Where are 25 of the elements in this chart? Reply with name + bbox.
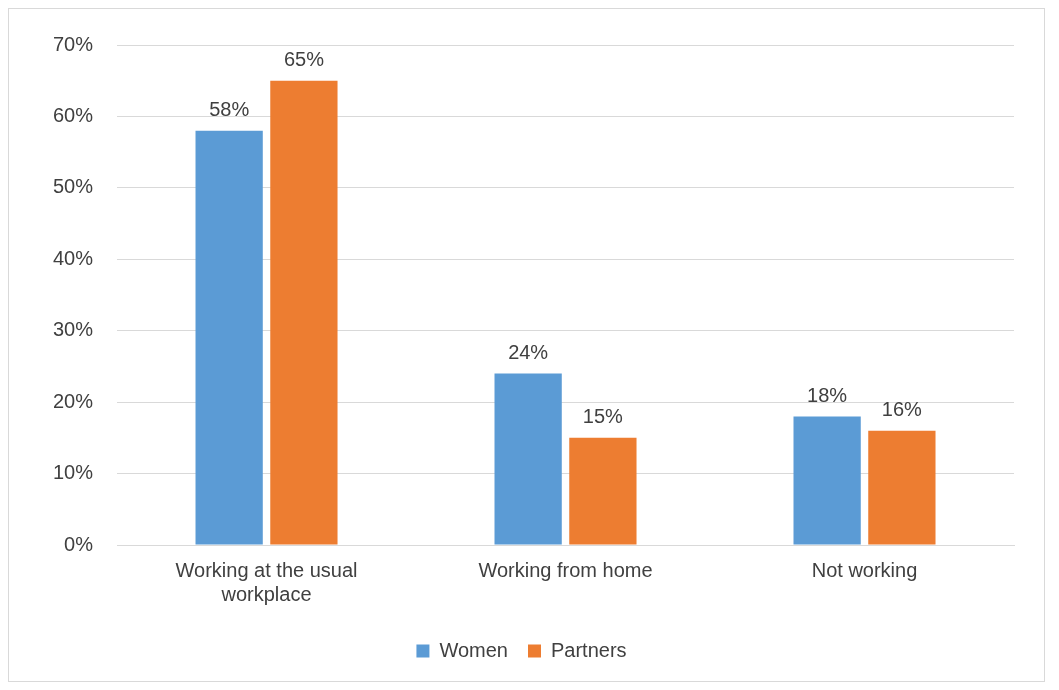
bar (868, 430, 936, 545)
y-tick-label: 70% (53, 32, 94, 55)
legend-label: Partners (550, 638, 627, 661)
data-label: 15% (582, 405, 624, 428)
y-tick-label: 10% (53, 461, 94, 484)
x-tick-label: Working from home (478, 558, 653, 581)
x-tick-label: Not working (811, 558, 918, 581)
y-tick-label: 60% (53, 103, 94, 126)
x-tick-label: Working at the usual workplace (175, 558, 358, 605)
y-tick-label: 30% (53, 318, 94, 341)
bar (270, 80, 338, 545)
data-label: 16% (881, 398, 923, 421)
y-tick-label: 50% (53, 175, 94, 198)
bar (195, 130, 263, 545)
data-label: 18% (807, 383, 848, 406)
y-tick-label: 20% (53, 389, 94, 412)
legend-label: Women (439, 638, 508, 661)
bar (494, 373, 562, 545)
data-label: 58% (209, 98, 250, 121)
data-label: 65% (283, 48, 325, 71)
bar (569, 437, 637, 545)
y-tick-label: 40% (53, 246, 94, 269)
y-tick-label: 0% (64, 532, 94, 555)
data-label: 24% (508, 341, 549, 364)
bar (793, 416, 861, 545)
